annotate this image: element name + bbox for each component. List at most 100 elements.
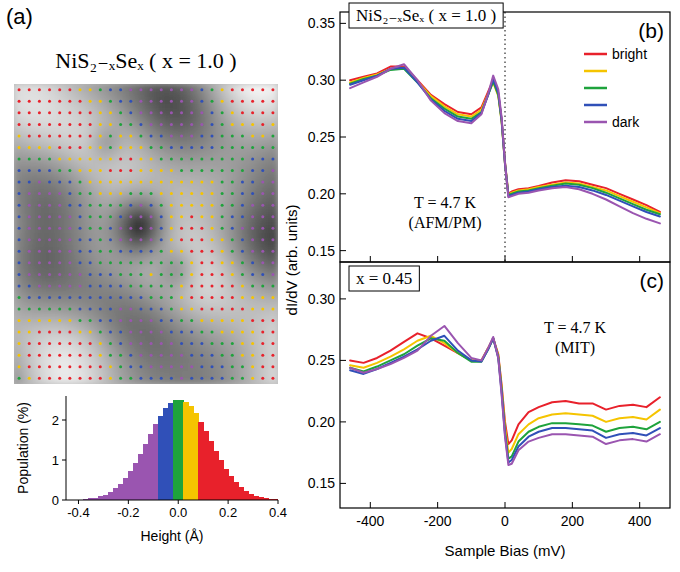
stm-pixel <box>260 104 267 112</box>
stm-pixel <box>158 118 165 126</box>
stm-pixel <box>104 322 111 330</box>
stm-pixel <box>272 213 279 221</box>
stm-pixel <box>236 240 243 248</box>
stm-pixel <box>122 295 129 303</box>
stm-pixel <box>86 111 93 119</box>
stm-pixel <box>206 131 213 139</box>
stm-pixel <box>272 322 279 330</box>
stm-pixel <box>116 240 123 248</box>
stm-pixel <box>86 274 93 282</box>
stm-pixel <box>158 131 165 139</box>
stm-pixel <box>224 97 231 105</box>
stm-pixel <box>176 349 183 357</box>
stm-pixel <box>230 172 237 180</box>
stm-pixel <box>242 152 249 160</box>
stm-pixel <box>200 90 207 98</box>
stm-pixel <box>20 377 27 384</box>
stm-pixel <box>98 84 105 91</box>
stm-pixel <box>50 124 57 132</box>
stm-pixel <box>266 84 273 91</box>
stm-pixel <box>242 234 249 242</box>
stm-pixel <box>146 90 153 98</box>
stm-pixel <box>86 254 93 262</box>
stm-pixel <box>200 152 207 160</box>
stm-dot <box>18 342 21 345</box>
stm-pixel <box>98 281 105 289</box>
stm-pixel <box>80 302 87 310</box>
stm-pixel <box>242 199 249 207</box>
stm-pixel <box>92 288 99 296</box>
stm-pixel <box>38 254 45 262</box>
stm-pixel <box>224 104 231 112</box>
stm-pixel <box>116 295 123 303</box>
stm-pixel <box>80 111 87 119</box>
stm-pixel <box>146 268 153 276</box>
stm-pixel <box>134 274 141 282</box>
stm-pixel <box>152 240 159 248</box>
stm-pixel <box>260 84 267 91</box>
stm-pixel <box>110 295 117 303</box>
stm-pixel <box>218 118 225 126</box>
stm-pixel <box>254 268 261 276</box>
stm-pixel <box>56 165 63 173</box>
stm-pixel <box>176 118 183 126</box>
stm-pixel <box>260 302 267 310</box>
stm-pixel <box>140 199 147 207</box>
stm-pixel <box>62 118 69 126</box>
stm-pixel <box>158 295 165 303</box>
stm-pixel <box>32 254 39 262</box>
stm-pixel <box>110 220 117 228</box>
stm-pixel <box>164 281 171 289</box>
stm-pixel <box>38 247 45 255</box>
stm-pixel <box>74 309 81 317</box>
stm-pixel <box>200 363 207 371</box>
stm-pixel <box>68 131 75 139</box>
stm-pixel <box>38 329 45 337</box>
stm-dot <box>18 227 21 230</box>
stm-pixel <box>218 247 225 255</box>
stm-pixel <box>26 377 33 384</box>
stm-pixel <box>218 124 225 132</box>
stm-pixel <box>56 159 63 167</box>
stm-pixel <box>68 124 75 132</box>
stm-pixel <box>146 315 153 323</box>
stm-pixel <box>248 315 255 323</box>
stm-pixel <box>218 240 225 248</box>
stm-pixel <box>128 302 135 310</box>
stm-pixel <box>218 227 225 235</box>
stm-pixel <box>92 152 99 160</box>
stm-pixel <box>44 363 51 371</box>
stm-pixel <box>110 288 117 296</box>
stm-pixel <box>98 111 105 119</box>
stm-pixel <box>44 288 51 296</box>
stm-pixel <box>260 281 267 289</box>
stm-pixel <box>182 274 189 282</box>
stm-pixel <box>128 159 135 167</box>
stm-pixel <box>158 97 165 105</box>
stm-pixel <box>242 363 249 371</box>
stm-pixel <box>164 240 171 248</box>
stm-pixel <box>146 172 153 180</box>
stm-pixel <box>170 349 177 357</box>
stm-pixel <box>134 172 141 180</box>
stm-pixel <box>188 145 195 153</box>
stm-pixel <box>146 131 153 139</box>
stm-pixel <box>200 295 207 303</box>
stm-pixel <box>206 220 213 228</box>
stm-pixel <box>86 329 93 337</box>
stm-pixel <box>152 370 159 378</box>
stm-pixel <box>188 227 195 235</box>
stm-pixel <box>164 84 171 91</box>
stm-pixel <box>140 179 147 187</box>
stm-pixel <box>110 131 117 139</box>
stm-dot <box>18 215 21 218</box>
stm-dot <box>28 261 31 264</box>
stm-pixel <box>194 199 201 207</box>
stm-pixel <box>50 90 57 98</box>
stm-pixel <box>92 336 99 344</box>
stm-pixel <box>92 159 99 167</box>
stm-pixel <box>176 315 183 323</box>
stm-pixel <box>212 261 219 269</box>
stm-pixel <box>230 288 237 296</box>
stm-pixel <box>32 213 39 221</box>
